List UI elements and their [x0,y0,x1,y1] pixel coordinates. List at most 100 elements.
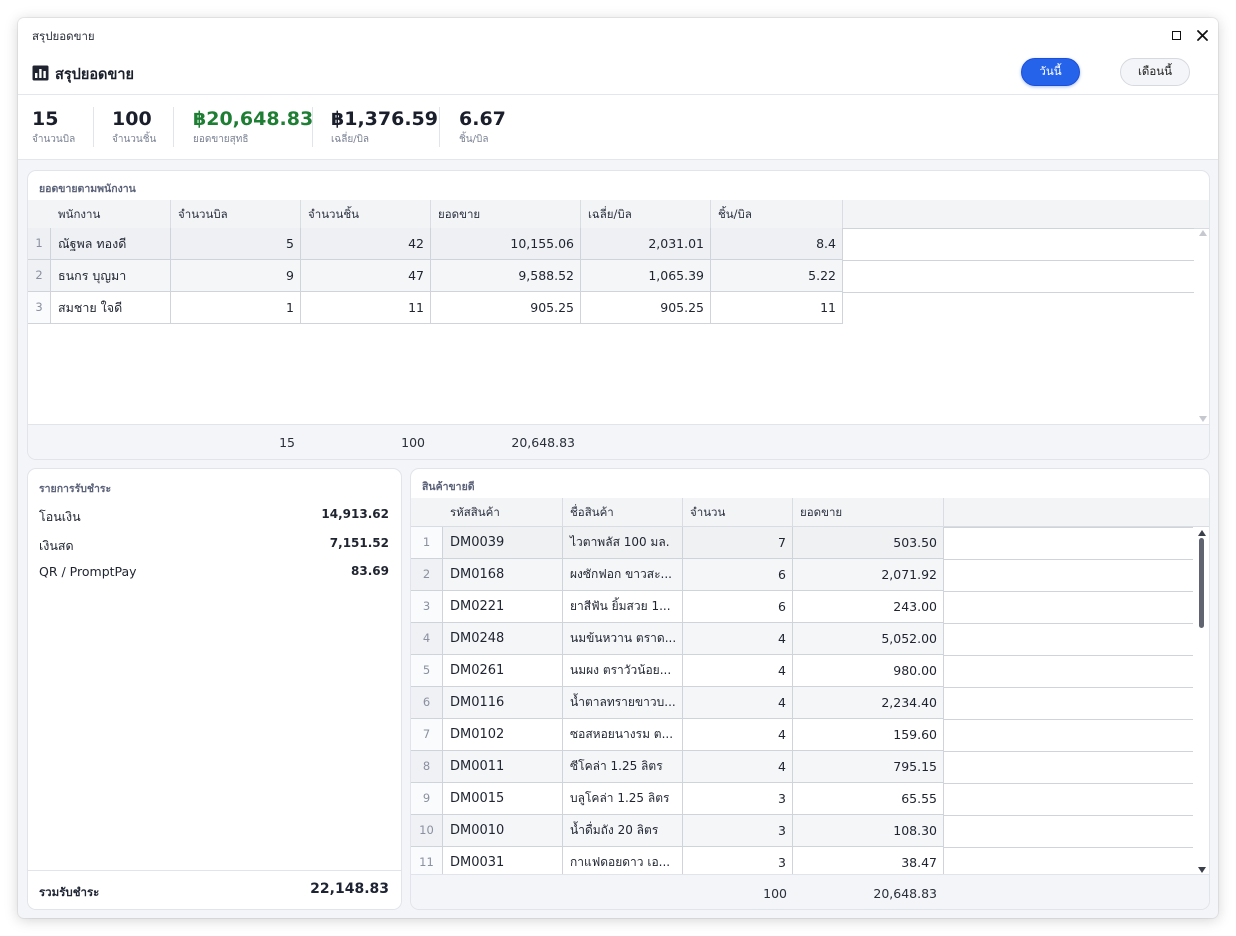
vertical-scrollbar[interactable] [1196,528,1207,874]
column-header[interactable]: ยอดขาย [793,498,944,526]
cell-ppb[interactable]: 5.22 [711,260,843,292]
cell-sales[interactable]: 10,155.06 [431,228,581,260]
table-row[interactable]: 8 DM0011 ซีโคล่า 1.25 ลิตร 4 795.15 [411,751,1193,783]
cell-qty[interactable]: 4 [683,687,793,719]
cell-name[interactable]: น้ำดื่มถัง 20 ลิตร [563,815,683,847]
cell-qty[interactable]: 7 [683,527,793,559]
cell-sales[interactable]: 2,234.40 [793,687,944,719]
table-row[interactable]: 5 DM0261 นมผง ตราวัวน้อย... 4 980.00 [411,655,1193,687]
cell-bills[interactable]: 9 [171,260,301,292]
cell-sales[interactable]: 5,052.00 [793,623,944,655]
cell-sales[interactable]: 795.15 [793,751,944,783]
column-header[interactable]: จำนวนชิ้น [301,200,431,228]
cell-code[interactable]: DM0015 [443,783,563,815]
cell-name[interactable]: สมชาย ใจดี [51,292,171,324]
table-row[interactable]: 11 DM0031 กาแฟดอยดาว เอ... 3 38.47 [411,847,1193,874]
table-row[interactable]: 1 ณัฐพล ทองดี 5 42 10,155.06 2,031.01 8.… [28,228,1194,260]
column-header[interactable]: จำนวนบิล [171,200,301,228]
table-row[interactable]: 2 ธนกร บุญมา 9 47 9,588.52 1,065.39 5.22 [28,260,1194,292]
column-header[interactable]: เฉลี่ย/บิล [581,200,711,228]
close-button[interactable] [1192,25,1212,45]
cell-qty[interactable]: 4 [683,623,793,655]
cell-sales[interactable]: 38.47 [793,847,944,874]
cell-qty[interactable]: 3 [683,783,793,815]
column-header[interactable]: รหัสสินค้า [443,498,563,526]
cell-avg[interactable]: 1,065.39 [581,260,711,292]
cell-sales[interactable]: 503.50 [793,527,944,559]
cell-sales[interactable]: 980.00 [793,655,944,687]
products-table-footer: 100 20,648.83 [411,874,1209,909]
cell-pieces[interactable]: 11 [301,292,431,324]
cell-code[interactable]: DM0031 [443,847,563,874]
vertical-scrollbar[interactable] [1197,228,1208,424]
table-row[interactable]: 7 DM0102 ซอสหอยนางรม ต... 4 159.60 [411,719,1193,751]
staff-table[interactable]: พนักงาน จำนวนบิล จำนวนชิ้น ยอดขาย เฉลี่ย… [28,200,1209,425]
cell-sales[interactable]: 108.30 [793,815,944,847]
table-row[interactable]: 2 DM0168 ผงซักฟอก ขาวสะ... 6 2,071.92 [411,559,1193,591]
cell-sales[interactable]: 65.55 [793,783,944,815]
table-row[interactable]: 1 DM0039 ไวตาพลัส 100 มล. 7 503.50 [411,527,1193,559]
cell-name[interactable]: บลูโคล่า 1.25 ลิตร [563,783,683,815]
cell-name[interactable]: น้ำตาลทรายขาวบ... [563,687,683,719]
today-button[interactable]: วันนี้ [1021,58,1080,86]
column-header[interactable]: ชื่อสินค้า [563,498,683,526]
cell-ppb[interactable]: 8.4 [711,228,843,260]
cell-name[interactable]: ซอสหอยนางรม ต... [563,719,683,751]
table-row[interactable]: 9 DM0015 บลูโคล่า 1.25 ลิตร 3 65.55 [411,783,1193,815]
column-header[interactable]: พนักงาน [51,200,171,228]
scroll-thumb[interactable] [1199,538,1204,628]
cell-qty[interactable]: 4 [683,655,793,687]
maximize-button[interactable] [1166,25,1186,45]
scroll-down-icon[interactable] [1199,416,1207,422]
cell-code[interactable]: DM0010 [443,815,563,847]
this-month-button[interactable]: เดือนนี้ [1120,58,1190,86]
cell-name[interactable]: ซีโคล่า 1.25 ลิตร [563,751,683,783]
cell-qty[interactable]: 4 [683,719,793,751]
cell-name[interactable]: นมผง ตราวัวน้อย... [563,655,683,687]
table-row[interactable]: 4 DM0248 นมข้นหวาน ตราด... 4 5,052.00 [411,623,1193,655]
cell-code[interactable]: DM0011 [443,751,563,783]
cell-name[interactable]: ธนกร บุญมา [51,260,171,292]
cell-name[interactable]: กาแฟดอยดาว เอ... [563,847,683,874]
cell-qty[interactable]: 4 [683,751,793,783]
cell-code[interactable]: DM0102 [443,719,563,751]
table-row[interactable]: 10 DM0010 น้ำดื่มถัง 20 ลิตร 3 108.30 [411,815,1193,847]
table-row[interactable]: 6 DM0116 น้ำตาลทรายขาวบ... 4 2,234.40 [411,687,1193,719]
cell-code[interactable]: DM0168 [443,559,563,591]
products-table[interactable]: รหัสสินค้า ชื่อสินค้า จำนวน ยอดขาย 1 DM00… [411,498,1209,874]
scroll-up-icon[interactable] [1198,530,1206,536]
cell-pieces[interactable]: 47 [301,260,431,292]
cell-name[interactable]: นมข้นหวาน ตราด... [563,623,683,655]
column-header[interactable]: จำนวน [683,498,793,526]
cell-qty[interactable]: 3 [683,815,793,847]
cell-code[interactable]: DM0261 [443,655,563,687]
cell-sales[interactable]: 9,588.52 [431,260,581,292]
cell-name[interactable]: ณัฐพล ทองดี [51,228,171,260]
table-row[interactable]: 3 DM0221 ยาสีฟัน ยิ้มสวย 1... 6 243.00 [411,591,1193,623]
cell-avg[interactable]: 2,031.01 [581,228,711,260]
cell-bills[interactable]: 1 [171,292,301,324]
column-header[interactable]: ชิ้น/บิล [711,200,843,228]
cell-code[interactable]: DM0221 [443,591,563,623]
cell-qty[interactable]: 6 [683,591,793,623]
column-header[interactable]: ยอดขาย [431,200,581,228]
cell-pieces[interactable]: 42 [301,228,431,260]
cell-code[interactable]: DM0039 [443,527,563,559]
cell-sales[interactable]: 905.25 [431,292,581,324]
cell-sales[interactable]: 243.00 [793,591,944,623]
cell-sales[interactable]: 159.60 [793,719,944,751]
cell-sales[interactable]: 2,071.92 [793,559,944,591]
scroll-down-icon[interactable] [1198,867,1206,873]
scroll-up-icon[interactable] [1199,230,1207,236]
cell-qty[interactable]: 6 [683,559,793,591]
cell-name[interactable]: ผงซักฟอก ขาวสะ... [563,559,683,591]
cell-ppb[interactable]: 11 [711,292,843,324]
table-row[interactable]: 3 สมชาย ใจดี 1 11 905.25 905.25 11 [28,292,1194,324]
cell-qty[interactable]: 3 [683,847,793,874]
cell-code[interactable]: DM0248 [443,623,563,655]
cell-name[interactable]: ไวตาพลัส 100 มล. [563,527,683,559]
cell-bills[interactable]: 5 [171,228,301,260]
cell-code[interactable]: DM0116 [443,687,563,719]
cell-avg[interactable]: 905.25 [581,292,711,324]
cell-name[interactable]: ยาสีฟัน ยิ้มสวย 1... [563,591,683,623]
